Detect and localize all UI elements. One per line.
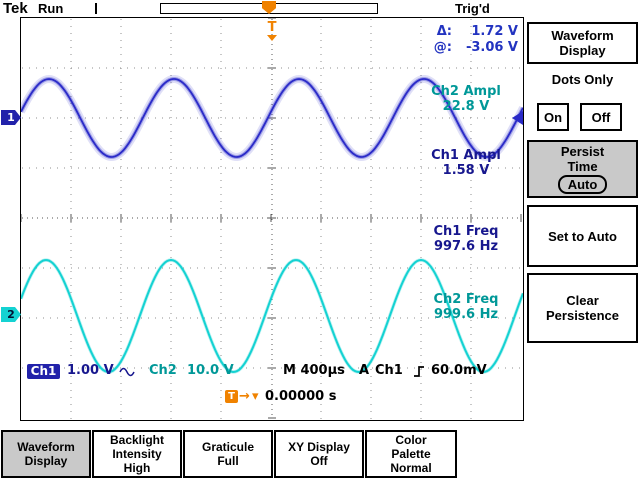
trigger-status: Trig'd	[455, 1, 490, 16]
ch2-ground-marker: 2	[1, 307, 21, 322]
dots-only-off-button[interactable]: Off	[580, 103, 622, 131]
menu-label-line: XY Display	[288, 440, 350, 454]
cursor-readout: Δ: 1.72 V @: -3.06 V	[351, 24, 518, 56]
persist-label-line2: Time	[567, 159, 598, 174]
measurement-value: 1.58 V	[442, 163, 490, 178]
menu-label-line: Color	[395, 433, 427, 447]
clear-label-line2: Persistence	[546, 308, 619, 323]
menu-label-line: Palette	[391, 447, 431, 461]
set-to-auto-option[interactable]: Set to Auto	[527, 205, 638, 267]
ch1-scale-value: 1.00 V	[67, 363, 114, 378]
trigger-source-readout: Ch1	[375, 363, 403, 378]
persist-time-option[interactable]: Persist Time Auto	[527, 140, 638, 198]
side-menu-title: Waveform Display	[527, 22, 638, 64]
cursor-at-label: @:	[433, 40, 452, 55]
persist-time-value: Auto	[557, 175, 608, 194]
top-status-bar: Tek Run Trig'd	[0, 0, 640, 17]
set-to-auto-label: Set to Auto	[548, 228, 617, 244]
menu-label-line: Off	[310, 454, 328, 468]
menu-label-line: Graticule	[201, 440, 255, 454]
ch2-waveform	[21, 258, 523, 374]
menu-label-line: Full	[217, 454, 239, 468]
menu-label-line: Intensity	[112, 447, 162, 461]
ch1-waveform	[21, 78, 523, 158]
clear-persistence-option[interactable]: Clear Persistence	[527, 273, 638, 343]
menu-label-line: Normal	[390, 461, 432, 475]
record-start-marker	[95, 3, 97, 14]
timebase-readout: M 400µs	[283, 363, 345, 378]
trigger-down-arrow-icon	[267, 35, 277, 41]
bottom-menu-waveform-display[interactable]: Waveform Display	[1, 430, 91, 478]
ac-coupling-icon	[119, 367, 135, 377]
measurement-value: 999.6 Hz	[433, 307, 499, 322]
trigger-level-arrow-icon	[512, 111, 523, 125]
clear-label-line1: Clear	[566, 293, 599, 308]
trigger-position-marker-icon	[262, 1, 276, 14]
trigger-time-value: 0.00000 s	[265, 389, 337, 404]
dots-only-on-button[interactable]: On	[537, 103, 569, 131]
acquisition-status: Run	[38, 1, 64, 16]
measurement-value: 22.8 V	[442, 99, 490, 114]
acquisition-mode-readout: A	[359, 363, 370, 378]
measurement-ch2-ampl: Ch2 Ampl 22.8 V	[411, 84, 521, 114]
measurement-label: Ch1 Freq	[433, 224, 499, 239]
ch2-scale-value: 10.0 V	[187, 363, 234, 378]
bottom-menu-backlight-intensity[interactable]: Backlight Intensity High	[92, 430, 182, 478]
persist-label-line1: Persist	[560, 144, 605, 159]
measurement-ch1-ampl: Ch1 Ampl 1.58 V	[411, 148, 521, 178]
menu-label-line: Backlight	[109, 433, 164, 447]
menu-label-line: Waveform	[17, 440, 75, 454]
menu-label-line: High	[123, 461, 151, 475]
off-button-label: Off	[591, 109, 611, 125]
bottom-menu-color-palette[interactable]: Color Palette Normal	[365, 430, 457, 478]
cursor-delta-row: Δ: 1.72 V	[351, 24, 518, 40]
ch1-ground-marker: 1	[1, 110, 21, 125]
cursor-delta-value: 1.72 V	[471, 24, 518, 39]
measurement-ch1-freq: Ch1 Freq 997.6 Hz	[411, 224, 521, 254]
bottom-menu-xy-display[interactable]: XY Display Off	[274, 430, 364, 478]
measurement-label: Ch2 Ampl	[431, 84, 501, 99]
trigger-time-caret-icon: ▾	[252, 389, 259, 404]
measurement-label: Ch1 Ampl	[431, 148, 501, 163]
trigger-level-readout: 60.0mV	[431, 363, 487, 378]
rising-edge-icon	[414, 366, 424, 377]
trigger-time-t-icon: T	[225, 390, 238, 403]
measurement-value: 997.6 Hz	[433, 239, 499, 254]
on-button-label: On	[543, 109, 563, 125]
trigger-horizontal-marker-icon: T	[267, 20, 277, 35]
side-menu-title-line2: Display	[559, 43, 606, 58]
measurement-ch2-freq: Ch2 Freq 999.6 Hz	[411, 292, 521, 322]
side-menu-title-line1: Waveform	[551, 28, 614, 43]
tek-logo: Tek	[3, 0, 28, 17]
dots-only-label: Dots Only	[551, 72, 614, 87]
cursor-delta-label: Δ:	[436, 24, 452, 39]
cursor-at-row: @: -3.06 V	[351, 40, 518, 56]
graticule	[21, 18, 523, 419]
cursor-at-value: -3.06 V	[465, 40, 518, 55]
measurement-label: Ch2 Freq	[433, 292, 499, 307]
trigger-time-arrow-icon: →	[239, 389, 250, 404]
bottom-menu-graticule[interactable]: Graticule Full	[183, 430, 273, 478]
ch2-scale-label: Ch2	[149, 363, 177, 378]
waveform-display-area: T Δ: 1.72 V @: -3.06 V Ch2 Ampl 22.8 V C…	[20, 17, 524, 421]
ch1-scale-badge: Ch1	[27, 364, 60, 379]
menu-label-line: Display	[24, 454, 68, 468]
